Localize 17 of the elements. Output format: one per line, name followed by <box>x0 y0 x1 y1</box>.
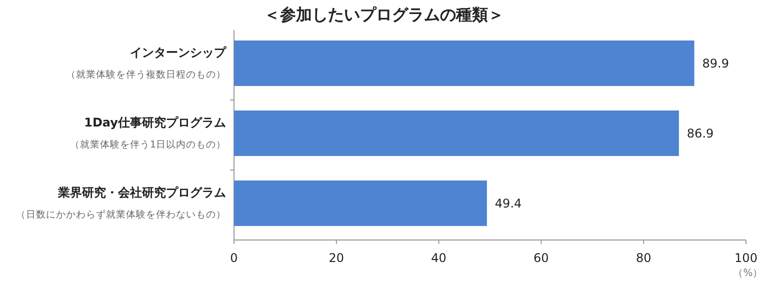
data-label: 86.9 <box>686 126 714 140</box>
x-tick-label: 80 <box>636 251 652 265</box>
y-tick-label: インターンシップ（就業体験を伴う複数日程のもの） <box>66 45 227 80</box>
bar <box>234 110 679 156</box>
chart-title: ＜参加したいプログラムの種類＞ <box>264 5 504 24</box>
x-tick-label: 100 <box>734 251 758 265</box>
bar <box>234 180 487 226</box>
data-label: 89.9 <box>702 56 730 70</box>
bar <box>234 40 694 86</box>
y-tick-label: 1Day仕事研究プログラム（就業体験を伴う1日以内のもの） <box>70 115 226 150</box>
x-tick-label: 20 <box>328 251 344 265</box>
x-tick-label: 40 <box>431 251 446 265</box>
x-tick-label: 60 <box>534 251 549 265</box>
data-label: 49.4 <box>494 196 522 210</box>
x-tick-label: 0 <box>230 251 238 265</box>
x-axis-title: （%） <box>733 268 763 279</box>
y-tick-label: 業界研究・会社研究プログラム（日数にかかわらず就業体験を伴わないもの） <box>16 185 226 220</box>
